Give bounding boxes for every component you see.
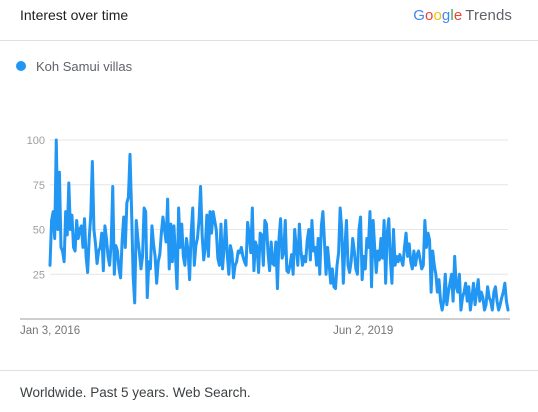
trends-wordmark: Trends (465, 7, 512, 24)
legend-label: Koh Samui villas (36, 58, 133, 74)
chart-legend: Koh Samui villas (16, 57, 132, 75)
card-header: Interest over time Google Trends (0, 0, 538, 41)
x-tick-label: Jun 2, 2019 (333, 325, 393, 337)
series-line-koh-samui-villas[interactable] (48, 138, 510, 312)
y-axis-ticks: 25 50 75 100 (27, 135, 45, 281)
google-letter: o (433, 7, 442, 24)
legend-dot-icon (16, 61, 26, 71)
google-letter: e (453, 7, 463, 24)
card-title: Interest over time (20, 7, 129, 23)
y-tick-label: 25 (33, 269, 45, 281)
card-footer: Worldwide. Past 5 years. Web Search. (0, 370, 538, 412)
x-tick-label: Jan 3, 2016 (20, 325, 80, 337)
google-letter: o (425, 7, 434, 24)
google-letter: g (441, 7, 451, 24)
y-tick-label: 100 (27, 135, 45, 147)
x-axis-ticks: Jan 3, 2016 Jun 2, 2019 (20, 325, 393, 337)
google-trends-logo[interactable]: Google Trends (413, 7, 512, 24)
line-chart[interactable]: 25 50 75 100 Jan 3, 2016 Jun 2, 2019 (0, 120, 538, 350)
google-wordmark: Google (413, 7, 462, 24)
y-tick-label: 75 (33, 180, 45, 192)
y-tick-label: 50 (33, 225, 45, 237)
google-letter: l (450, 7, 454, 24)
google-letter: G (413, 7, 426, 24)
footer-text: Worldwide. Past 5 years. Web Search. (20, 385, 251, 400)
